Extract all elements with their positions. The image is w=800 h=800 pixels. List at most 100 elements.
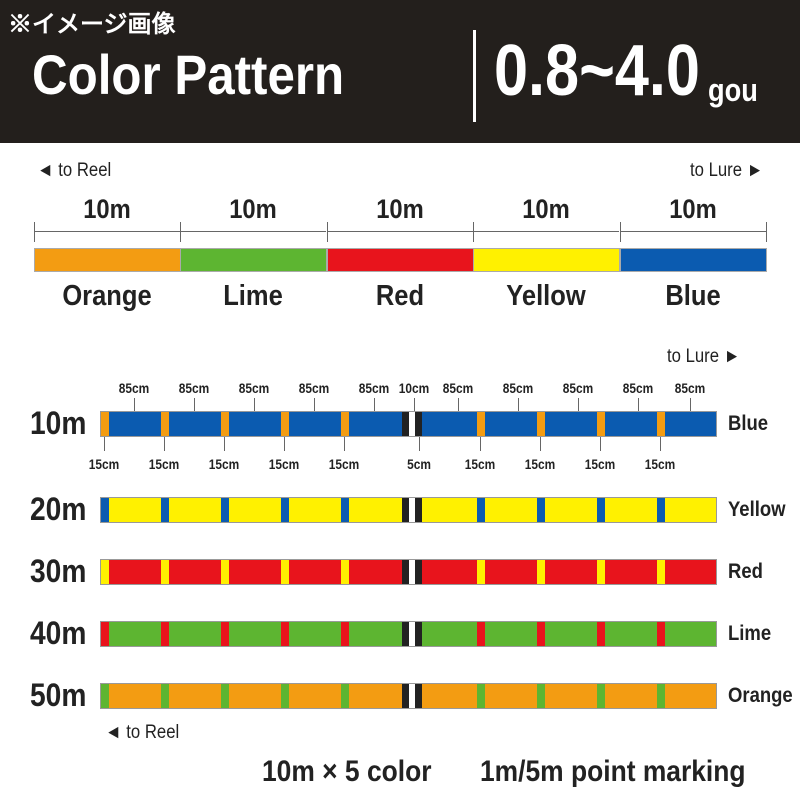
marker-segment [221, 498, 229, 522]
marker-segment [477, 622, 485, 646]
label-tick [254, 398, 255, 411]
marker-segment [657, 560, 665, 584]
marker-segment [101, 412, 109, 436]
dimension-tick [473, 222, 475, 242]
color-segment [326, 248, 474, 272]
top-length-label: 85cm [238, 380, 270, 396]
to-lure-label: to Lure ► [689, 160, 764, 181]
label-tick [284, 437, 285, 451]
label-tick [194, 398, 195, 411]
segment-length: 10m [83, 194, 131, 224]
bottom-length-label: 5cm [407, 456, 431, 472]
marker-segment [161, 498, 169, 522]
label-tick [690, 398, 691, 411]
marker-segment [537, 684, 545, 708]
black-mark [415, 684, 422, 708]
segment-name: Red [375, 280, 424, 312]
marker-segment [161, 560, 169, 584]
to-reel-label: ◄ to Reel [37, 160, 112, 181]
row-length: 40m [30, 615, 87, 651]
marker-segment [657, 622, 665, 646]
color-segment [180, 248, 328, 272]
row-length: 30m [30, 553, 87, 589]
label-tick [224, 437, 225, 451]
marker-segment [537, 498, 545, 522]
row-color-name: Red [728, 560, 763, 583]
segment-name: Blue [664, 280, 721, 312]
marker-segment [477, 412, 485, 436]
bottom-length-label: 15cm [644, 456, 676, 472]
black-mark [402, 412, 409, 436]
dimension-tick [326, 222, 328, 242]
label-tick [458, 398, 459, 411]
black-mark [402, 560, 409, 584]
segment-name: Yellow [506, 280, 586, 312]
page-title: Color Pattern [32, 43, 345, 106]
black-mark [402, 622, 409, 646]
marker-segment [281, 622, 289, 646]
bottom-length-label: 15cm [148, 456, 180, 472]
bottom-length-label: 15cm [524, 456, 556, 472]
row-color-name: Yellow [728, 498, 786, 521]
black-mark [415, 498, 422, 522]
marker-segment [597, 560, 605, 584]
bottom-length-label: 15cm [328, 456, 360, 472]
marker-segment [597, 412, 605, 436]
marker-segment [657, 684, 665, 708]
label-tick [540, 437, 541, 451]
line-bar [100, 683, 717, 709]
marker-segment [537, 560, 545, 584]
marker-segment [477, 560, 485, 584]
dimension-tick [180, 222, 182, 242]
dimension-line [473, 231, 620, 232]
label-tick [578, 398, 579, 411]
marker-segment [281, 684, 289, 708]
label-tick [419, 437, 420, 451]
top-length-label: 85cm [674, 380, 706, 396]
marker-segment [537, 412, 545, 436]
color-segment [473, 248, 621, 272]
segment-name: Orange [62, 280, 152, 312]
segment-length: 10m [522, 194, 570, 224]
label-tick [600, 437, 601, 451]
segment-length: 10m [376, 194, 424, 224]
label-tick [164, 437, 165, 451]
color-segment [619, 248, 767, 272]
label-tick [638, 398, 639, 411]
black-mark [415, 622, 422, 646]
marker-segment [221, 622, 229, 646]
top-length-label: 85cm [178, 380, 210, 396]
segment-length: 10m [229, 194, 278, 224]
label-tick [518, 398, 519, 411]
dimension-tick [619, 222, 621, 242]
dimension-line [180, 231, 327, 232]
dimension-line [619, 231, 766, 232]
marker-segment [101, 498, 109, 522]
dimension-line [326, 231, 473, 232]
top-length-label: 85cm [502, 380, 534, 396]
top-length-label: 85cm [298, 380, 330, 396]
bottom-length-label: 15cm [208, 456, 240, 472]
bottom-length-label: 15cm [88, 456, 120, 472]
black-mark [415, 412, 422, 436]
top-length-label: 85cm [358, 380, 390, 396]
marker-segment [281, 412, 289, 436]
line-bar [100, 559, 717, 585]
marker-segment [281, 498, 289, 522]
black-mark [415, 560, 422, 584]
marker-segment [537, 622, 545, 646]
line-bar [100, 411, 717, 437]
marker-segment [221, 412, 229, 436]
marker-segment [221, 560, 229, 584]
top-length-label: 85cm [118, 380, 150, 396]
label-tick [104, 437, 105, 451]
marker-segment [341, 412, 349, 436]
row-color-name: Lime [728, 622, 772, 645]
color-segment [34, 248, 181, 272]
dimension-tick [34, 222, 35, 242]
size-unit: gou [708, 72, 758, 108]
marker-segment [657, 498, 665, 522]
black-mark [402, 684, 409, 708]
segment-name: Lime [223, 280, 284, 312]
white-mark [409, 560, 415, 584]
